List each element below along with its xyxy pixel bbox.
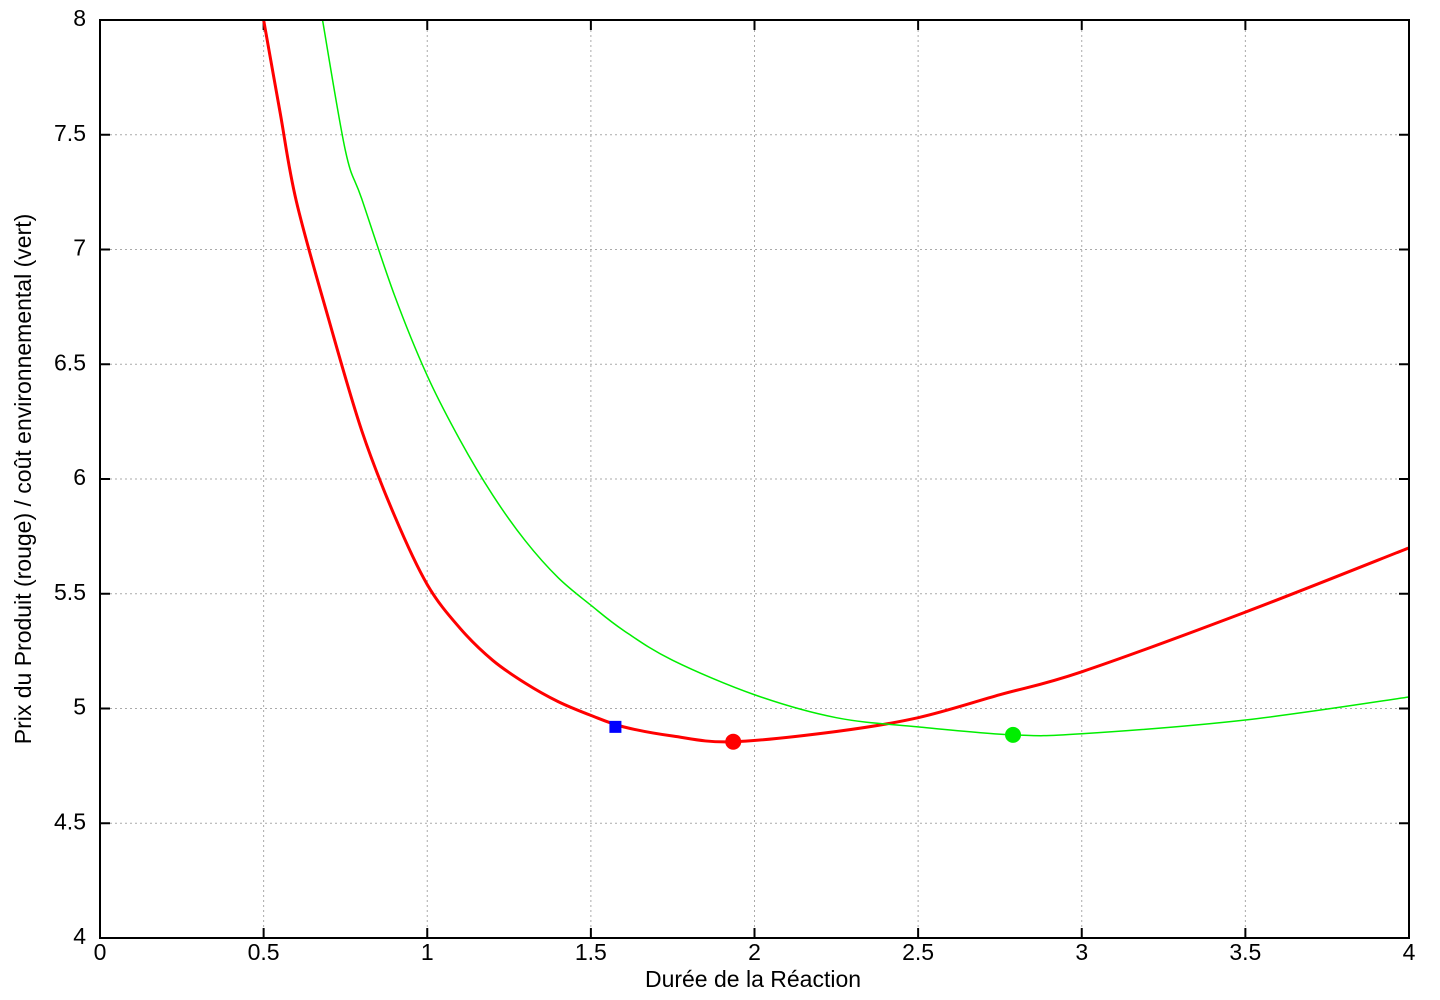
y-tick-label: 7.5 <box>54 120 86 146</box>
plot-frame <box>99 19 1410 939</box>
x-tick-label: 1 <box>421 939 434 965</box>
x-tick-label: 2.5 <box>902 939 934 965</box>
x-tick-label: 1.5 <box>575 939 607 965</box>
x-tick-label: 0.5 <box>248 939 280 965</box>
y-tick-label: 4 <box>73 923 86 949</box>
marker <box>609 720 622 733</box>
x-tick-label: 3.5 <box>1229 939 1261 965</box>
x-tick-label: 4 <box>1403 939 1416 965</box>
curve <box>321 20 1409 737</box>
y-tick-label: 6.5 <box>54 349 86 375</box>
marker <box>725 733 742 750</box>
x-tick-label: 3 <box>1075 939 1088 965</box>
y-tick-label: 5.5 <box>54 579 86 605</box>
x-axis-label: Durée de la Réaction <box>645 966 861 992</box>
marker <box>1005 726 1022 743</box>
y-tick-label: 5 <box>73 694 86 720</box>
x-tick-label: 0 <box>94 939 107 965</box>
y-axis-label: Prix du Produit (rouge) / coût environne… <box>10 214 36 745</box>
y-tick-label: 8 <box>73 5 86 31</box>
y-tick-label: 4.5 <box>54 808 86 834</box>
curve <box>262 20 1409 744</box>
y-tick-label: 6 <box>73 464 86 490</box>
y-tick-label: 7 <box>73 235 86 261</box>
x-tick-label: 2 <box>748 939 761 965</box>
